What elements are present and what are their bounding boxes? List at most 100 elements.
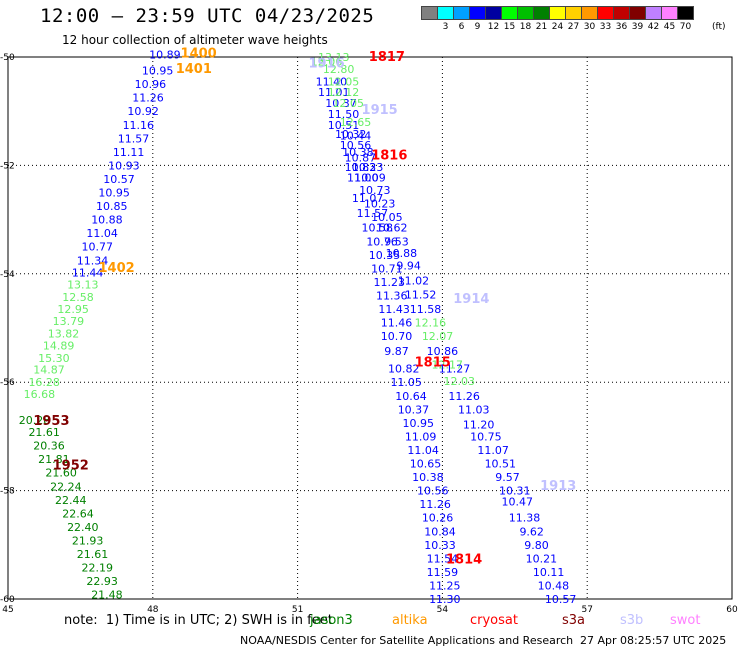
wave-height-value: 10.23 xyxy=(352,161,384,174)
wave-height-value: 11.52 xyxy=(405,288,437,301)
wave-height-value: 16.68 xyxy=(24,388,56,401)
wave-height-value: 11.58 xyxy=(410,303,442,316)
wave-height-value: 22.93 xyxy=(86,575,118,588)
pass-time-label: 1400 xyxy=(181,47,217,62)
wave-height-value: 11.57 xyxy=(357,207,389,220)
x-tick-label: 57 xyxy=(581,605,592,615)
wave-height-value: 10.95 xyxy=(142,65,174,78)
wave-height-value: 10.82 xyxy=(388,363,420,376)
footer-credit: NOAA/NESDIS Center for Satellite Applica… xyxy=(240,634,574,647)
mission-label: s3b xyxy=(620,613,644,628)
wave-height-value: 22.24 xyxy=(50,480,82,493)
footer-timestamp: 27 Apr 08:25:57 UTC 2025 xyxy=(580,634,727,647)
wave-height-value: 11.26 xyxy=(419,498,451,511)
wave-height-value: 11.36 xyxy=(376,289,408,302)
wave-height-value: 10.57 xyxy=(545,593,577,606)
color-scale-label: 24 xyxy=(551,22,564,32)
y-tick-label: -50 xyxy=(0,53,15,63)
y-tick-label: -60 xyxy=(0,595,15,605)
wave-height-value: 12.65 xyxy=(340,116,372,129)
wave-height-value: 10.38 xyxy=(342,146,374,159)
wave-height-value: 11.00 xyxy=(347,171,379,184)
wave-height-value: 11.04 xyxy=(86,227,118,240)
wave-height-value: 11.23 xyxy=(374,276,406,289)
mission-label: cryosat xyxy=(470,613,518,628)
wave-height-value: 12.05 xyxy=(333,97,365,110)
wave-height-value: 12.16 xyxy=(415,317,447,330)
wave-height-value: 22.40 xyxy=(67,521,99,534)
pass-time-label: 1952 xyxy=(53,459,89,474)
wave-height-value: 11.44 xyxy=(72,267,104,280)
color-scale-label: 33 xyxy=(599,22,612,32)
wave-height-value: 10.75 xyxy=(470,430,502,443)
color-scale-label: 21 xyxy=(535,22,548,32)
wave-height-value: 10.71 xyxy=(371,262,403,275)
plot-frame xyxy=(7,56,733,600)
wave-height-value: 11.30 xyxy=(429,593,461,606)
x-tick-label: 54 xyxy=(437,605,449,615)
pass-time-label: 1913 xyxy=(540,479,576,494)
wave-height-value: 10.37 xyxy=(398,403,430,416)
color-scale-label: 3 xyxy=(442,22,449,32)
wave-height-value: 10.88 xyxy=(386,247,418,260)
wave-height-value: 10.84 xyxy=(424,525,456,538)
mission-label: altika xyxy=(392,613,428,628)
wave-height-value: 12.95 xyxy=(57,303,89,316)
wave-height-value: 14.87 xyxy=(33,364,65,377)
wave-height-value: 10.38 xyxy=(412,471,444,484)
color-scale-label: 15 xyxy=(503,22,516,32)
color-scale-labels: 3 6 9 12 15 18 21 24 27 30 33 36 39 42 45 70 xyxy=(421,22,740,34)
footer-note: note: 1) Time is in UTC; 2) SWH is in fe… xyxy=(64,613,333,628)
wave-height-value: 11.26 xyxy=(448,390,480,403)
color-scale-label: 12 xyxy=(487,22,500,32)
wave-height-value: 10.21 xyxy=(526,552,558,565)
wave-height-value: 10.86 xyxy=(427,345,459,358)
wave-height-value: 21.48 xyxy=(91,589,123,602)
pass-time-label: 1814 xyxy=(446,552,482,567)
wave-height-value: 11.40 xyxy=(316,75,348,88)
pass-time-label: 1401 xyxy=(176,62,212,77)
wave-height-value: 10.09 xyxy=(354,171,386,184)
color-scale-label: 70 xyxy=(679,22,692,32)
wave-height-value: 11.11 xyxy=(113,146,145,159)
chart-subtitle: 12 hour collection of altimeter wave hei… xyxy=(62,33,328,47)
mission-label: s3a xyxy=(562,613,586,628)
y-tick-label: -54 xyxy=(0,270,15,280)
wave-height-value: 11.59 xyxy=(427,566,459,579)
wave-height-value: 9.57 xyxy=(495,471,520,484)
color-scale-label: 42 xyxy=(647,22,660,32)
color-scale-unit: (ft) xyxy=(712,22,726,32)
wave-height-value: 10.56 xyxy=(417,485,449,498)
wave-height-value: 12.03 xyxy=(444,375,476,388)
wave-height-value: 11.01 xyxy=(318,86,350,99)
pass-time-label: 1914 xyxy=(453,292,489,307)
pass-time-label: 1916 xyxy=(308,56,344,71)
wave-height-value: 11.16 xyxy=(123,119,155,132)
wave-height-value: 12.80 xyxy=(323,63,355,76)
wave-height-value: 21.61 xyxy=(77,548,109,561)
wave-height-value: 11.04 xyxy=(407,444,439,457)
wave-height-value: 22.44 xyxy=(55,494,87,507)
mission-label: jason3 xyxy=(310,613,353,628)
wave-height-value: 9.53 xyxy=(384,235,409,248)
wave-height-value: 14.89 xyxy=(43,339,75,352)
wave-height-value: 21.93 xyxy=(72,534,104,547)
wave-height-value: 11.20 xyxy=(463,418,495,431)
wave-height-value: 10.31 xyxy=(499,485,531,498)
wave-height-value: 10.87 xyxy=(345,151,377,164)
wave-height-value: 21.81 xyxy=(38,453,70,466)
wave-height-value: 12.12 xyxy=(328,86,360,99)
wave-height-value: 10.47 xyxy=(501,495,533,508)
y-tick-label: -56 xyxy=(0,378,15,388)
wave-height-value: 12.58 xyxy=(62,291,94,304)
wave-height-value: 11.07 xyxy=(477,444,509,457)
wave-height-value: 10.89 xyxy=(149,48,181,61)
wave-height-value: 22.19 xyxy=(82,562,114,575)
wave-height-value: 11.05 xyxy=(390,376,422,389)
wave-height-value: 11.50 xyxy=(328,108,360,121)
pass-time-label: 1953 xyxy=(33,414,69,429)
wave-height-value: 11.43 xyxy=(378,303,410,316)
wave-height-value: 10.11 xyxy=(533,566,565,579)
wave-height-value: 10.35 xyxy=(369,249,401,262)
